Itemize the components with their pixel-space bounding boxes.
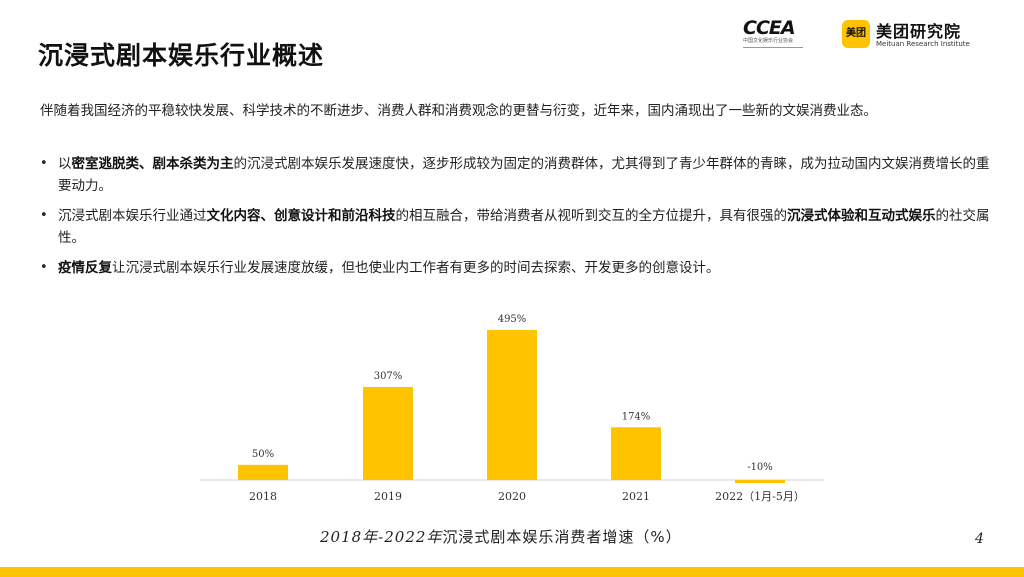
bullet-text: 的沉浸式剧本娱乐发展速度快，逐步形成较为固定的消费群体，尤其得到了青少年群体的青… — [58, 156, 990, 194]
bullet-item: 沉浸式剧本娱乐行业通过文化内容、创意设计和前沿科技的相互融合，带给消费者从视听到… — [40, 205, 990, 249]
chart-caption-text: 沉浸式剧本娱乐消费者增速（%） — [442, 528, 682, 546]
bullet-text: 以 — [58, 156, 72, 172]
intro-paragraph: 伴随着我国经济的平稳较快发展、科学技术的不断进步、消费人群和消费观念的更替与衍变… — [40, 103, 877, 119]
x-tick-label: 2022（1月-5月） — [715, 490, 805, 503]
x-tick-label: 2019 — [374, 490, 402, 503]
ccea-logo: CCEA 中国文化娱乐行业协会 — [743, 18, 827, 48]
data-label: 307% — [374, 371, 403, 382]
bottom-accent-band — [0, 567, 1024, 577]
page-title: 沉浸式剧本娱乐行业概述 — [38, 41, 325, 70]
chart-caption: 2018年-2022年沉浸式剧本娱乐消费者增速（%） — [320, 526, 682, 547]
x-tick-label: 2021 — [622, 490, 650, 503]
bullet-text: 沉浸式剧本娱乐行业通过 — [58, 208, 207, 224]
bar-2018 — [238, 464, 288, 480]
ccea-logo-mark: CCEA — [743, 17, 796, 39]
bullet-item: 以密室逃脱类、剧本杀类为主的沉浸式剧本娱乐发展速度快，逐步形成较为固定的消费群体… — [40, 153, 990, 197]
x-tick-label: 2020 — [498, 490, 526, 503]
ccea-logo-subtitle: 中国文化娱乐行业协会 — [743, 38, 794, 44]
bar-2022 — [735, 480, 785, 484]
bullet-emphasis: 沉浸式体验和互动式娱乐 — [787, 208, 936, 224]
bar-2019 — [363, 386, 413, 480]
page-number: 4 — [975, 531, 984, 547]
growth-bar-chart: 50% 2018 307% 2019 495% 2020 174% 2021 -10% 2022（… — [200, 314, 824, 503]
data-label: 495% — [498, 314, 527, 325]
bullet-emphasis: 疫情反复 — [58, 260, 112, 276]
ccea-logo-rule — [743, 47, 803, 48]
meituan-logo-name: 美团研究院 — [876, 22, 962, 41]
bullet-emphasis: 密室逃脱类、剧本杀类为主 — [71, 156, 234, 172]
meituan-logo-badge: 美团 — [842, 20, 870, 48]
bullet-list: 以密室逃脱类、剧本杀类为主的沉浸式剧本娱乐发展速度快，逐步形成较为固定的消费群体… — [40, 153, 990, 287]
bar-2021 — [611, 427, 661, 480]
x-tick-label: 2018 — [249, 490, 277, 503]
data-label: 50% — [252, 449, 274, 460]
bullet-text: 的社交属性。 — [58, 208, 990, 246]
meituan-logo-english: Meituan Research Institute — [876, 40, 970, 48]
bar-2020 — [487, 330, 537, 480]
bullet-emphasis: 文化内容、创意设计和前沿科技 — [206, 208, 396, 224]
bullet-text: 的相互融合，带给消费者从视听到交互的全方位提升，具有很强的 — [395, 208, 788, 224]
data-label: -10% — [747, 462, 773, 473]
bullet-item: 疫情反复让沉浸式剧本娱乐行业发展速度放缓，但也使业内工作者有更多的时间去探索、开… — [40, 257, 990, 279]
bullet-text: 让沉浸式剧本娱乐行业发展速度放缓，但也使业内工作者有更多的时间去探索、开发更多的… — [112, 260, 720, 276]
chart-caption-years: 2018年-2022年 — [320, 528, 443, 546]
data-label: 174% — [622, 411, 651, 422]
